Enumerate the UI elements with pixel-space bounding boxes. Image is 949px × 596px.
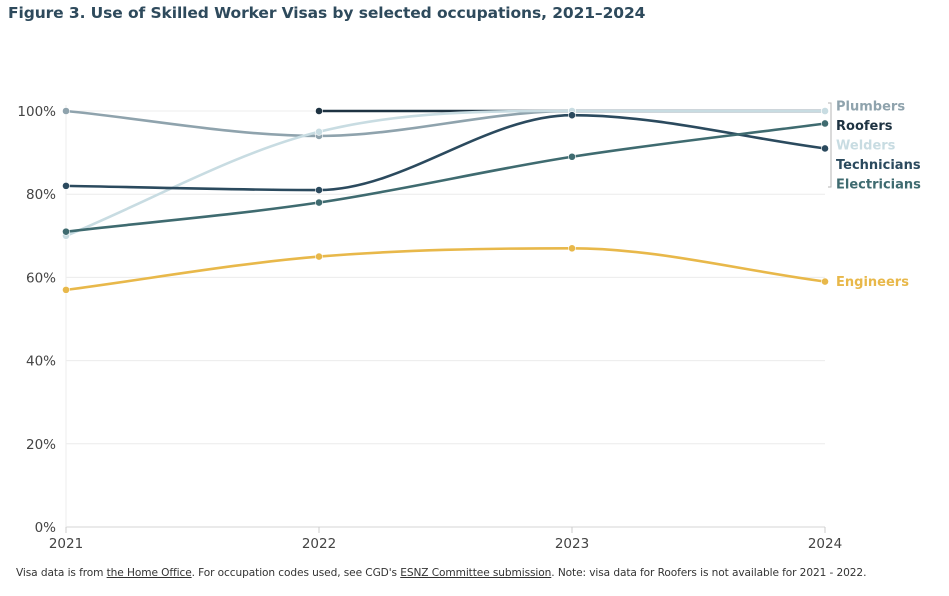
point-technicians-2022 xyxy=(315,186,323,194)
line-engineers xyxy=(64,246,827,292)
point-welders-2022 xyxy=(315,127,323,136)
point-engineers-2021 xyxy=(62,285,70,294)
series-label-technicians: Technicians xyxy=(836,158,921,173)
axes: 0% 20% 40% 60% 80% 100% 2021 2022 2023 2024 xyxy=(17,104,842,552)
gridlines xyxy=(66,110,825,528)
point-engineers-2024 xyxy=(821,277,829,286)
point-engineers-2022 xyxy=(315,252,323,261)
line-electricians xyxy=(64,122,827,233)
x-tick-label: 2024 xyxy=(808,536,842,552)
point-technicians-2024 xyxy=(821,144,829,153)
point-electricians-2023 xyxy=(568,152,576,161)
series-lines xyxy=(64,109,827,292)
point-electricians-2021 xyxy=(62,227,70,236)
footnote-text-2: . For occupation codes used, see CGD's xyxy=(191,567,401,579)
x-tick-label: 2021 xyxy=(49,536,83,552)
y-tick-label: 0% xyxy=(35,520,57,536)
point-engineers-2023 xyxy=(568,244,576,253)
line-welders xyxy=(64,109,827,238)
point-plumbers-2021 xyxy=(62,107,70,115)
point-electricians-2022 xyxy=(315,198,323,207)
point-electricians-2024 xyxy=(821,119,829,128)
series-label-roofers: Roofers xyxy=(836,119,893,134)
y-tick-label: 60% xyxy=(26,270,56,286)
series-labels: Plumbers Roofers Welders Technicians Electri… xyxy=(828,100,921,290)
x-tick-label: 2022 xyxy=(302,536,336,552)
y-tick-label: 100% xyxy=(17,104,56,120)
point-welders-2024 xyxy=(821,107,829,115)
y-tick-label: 40% xyxy=(26,354,56,370)
point-technicians-2021 xyxy=(62,181,70,190)
series-points xyxy=(62,107,829,294)
point-roofers-2022 xyxy=(315,107,323,115)
footnote-text-1: Visa data is from xyxy=(16,567,107,579)
series-label-plumbers: Plumbers xyxy=(836,100,905,115)
series-label-electricians: Electricians xyxy=(836,178,921,193)
label-group-bracket xyxy=(828,102,832,188)
home-office-link[interactable]: the Home Office xyxy=(106,567,192,579)
y-tick-label: 20% xyxy=(26,437,56,453)
line-chart: 0% 20% 40% 60% 80% 100% 2021 2022 2023 2024 Plumb… xyxy=(17,100,921,553)
footnote-text-3: . Note: visa data for Roofers is not ava… xyxy=(551,567,867,579)
x-tick-label: 2023 xyxy=(555,536,589,552)
esnz-submission-link[interactable]: ESNZ Committee submission xyxy=(400,567,552,579)
footnote: Visa data is from the Home Office. For o… xyxy=(16,567,866,579)
point-technicians-2023 xyxy=(568,111,576,120)
y-tick-label: 80% xyxy=(26,187,56,203)
line-technicians xyxy=(64,113,827,192)
series-label-welders: Welders xyxy=(836,139,896,154)
chart-title: Figure 3. Use of Skilled Worker Visas by… xyxy=(8,4,646,22)
series-label-engineers: Engineers xyxy=(836,275,909,290)
